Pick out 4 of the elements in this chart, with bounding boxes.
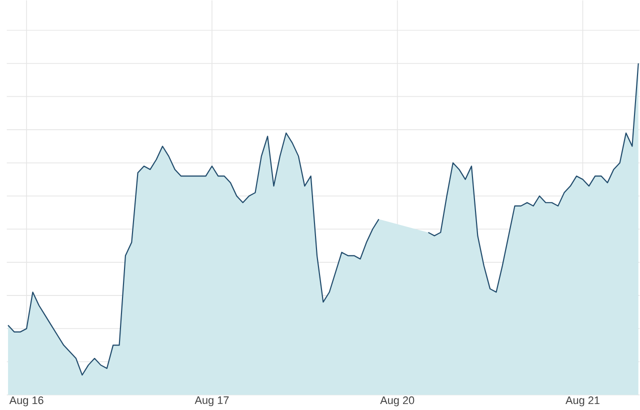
- x-tick-label: Aug 20: [380, 396, 414, 406]
- x-tick-label: Aug 17: [194, 396, 229, 406]
- x-tick-label: Aug 16: [9, 396, 44, 406]
- x-tick-label: Aug 21: [566, 396, 600, 406]
